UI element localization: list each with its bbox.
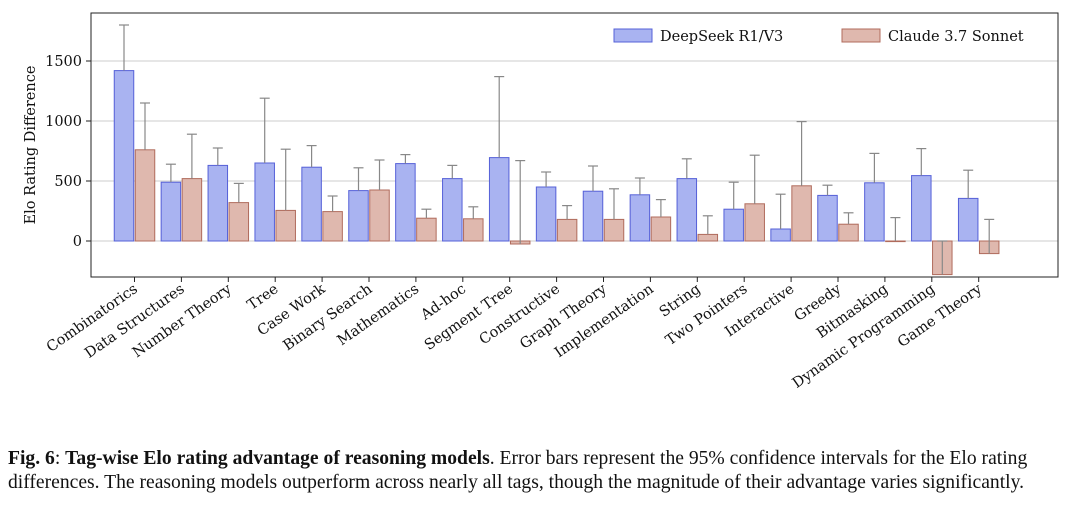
bar-claude (275, 209, 296, 242)
bar-deepseek (160, 181, 182, 242)
caption-title: Tag-wise Elo rating advantage of reasoni… (65, 448, 490, 469)
bar-claude (134, 149, 156, 242)
bar-deepseek (676, 178, 698, 242)
legend-label-claude: Claude 3.7 Sonnet (888, 29, 1024, 45)
bar-deepseek (911, 175, 932, 242)
bars (113, 70, 1000, 276)
y-tick-label: 1500 (45, 54, 82, 70)
bar-deepseek (864, 182, 885, 242)
bar-claude (650, 216, 672, 242)
bar-deepseek (348, 190, 369, 242)
y-axis-label: Elo Rating Difference (23, 66, 39, 225)
legend-swatch-deepseek (613, 28, 653, 43)
bar-deepseek (488, 157, 510, 242)
bar-deepseek (723, 208, 744, 242)
bar-deepseek (817, 194, 838, 242)
x-tick-label: Tree (245, 281, 282, 313)
y-tick-label: 1000 (45, 114, 82, 130)
bar-deepseek (301, 166, 322, 242)
caption-label: Fig. 6 (8, 448, 55, 469)
bar-claude (791, 185, 812, 242)
bar-claude (697, 233, 719, 242)
x-tick-label: Game Theory (895, 281, 986, 351)
bar-claude (322, 211, 343, 242)
legend: DeepSeek R1/V3 Claude 3.7 Sonnet (613, 28, 1024, 45)
bar-deepseek (254, 162, 275, 242)
bar-claude (556, 218, 578, 242)
bar-claude (463, 218, 484, 242)
figure-caption: Fig. 6: Tag-wise Elo rating advantage of… (8, 447, 1074, 495)
bar-claude (885, 240, 906, 243)
y-axis: 0 500 1000 1500 (45, 54, 91, 250)
legend-label-deepseek: DeepSeek R1/V3 (660, 29, 783, 45)
bar-claude (838, 223, 859, 242)
bar-deepseek (770, 228, 791, 242)
bar-claude (416, 217, 437, 242)
error-bars (119, 24, 995, 275)
bar-deepseek (395, 163, 416, 242)
bar-deepseek (442, 178, 463, 242)
bar-deepseek (113, 70, 135, 242)
bar-deepseek (207, 164, 229, 242)
bar-claude (369, 189, 390, 242)
bar-claude (181, 178, 203, 242)
y-tick-label: 500 (54, 174, 82, 190)
bar-deepseek (957, 197, 979, 242)
bar-claude (603, 218, 625, 242)
bar-deepseek (629, 194, 651, 242)
legend-swatch-claude (841, 28, 881, 43)
bar-claude (228, 202, 250, 242)
x-tick-label: Mathematics (335, 281, 423, 349)
y-tick-label: 0 (73, 234, 82, 250)
bar-deepseek (582, 190, 604, 242)
x-tick-label: Two Pointers (663, 281, 750, 349)
bar-deepseek (535, 186, 557, 242)
plot-frame (90, 12, 1059, 278)
caption-text: . Error bars represent the 95% confidenc… (8, 448, 1028, 493)
caption-separator: : (54, 448, 66, 469)
bar-claude (744, 203, 765, 242)
